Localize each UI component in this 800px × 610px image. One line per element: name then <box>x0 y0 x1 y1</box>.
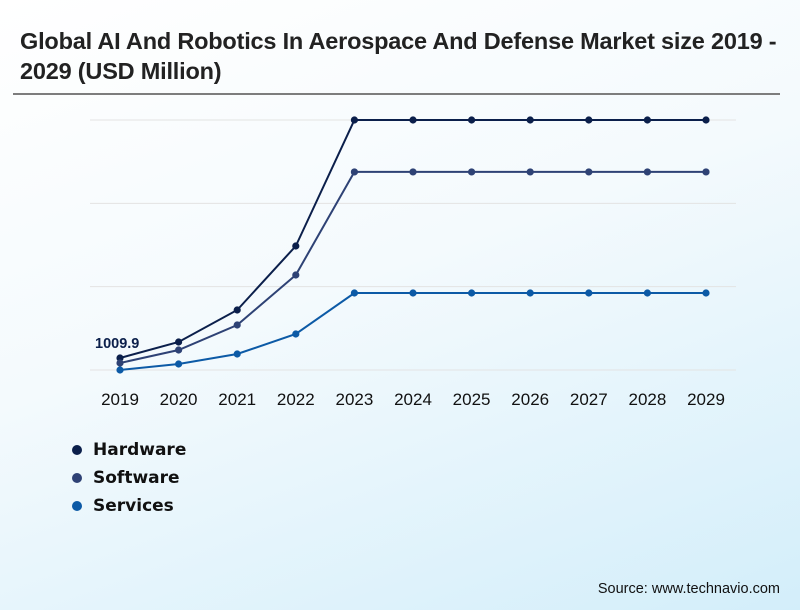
annotations: 1009.9 <box>95 336 139 352</box>
data-point-software <box>292 271 300 279</box>
data-point-hardware <box>350 116 358 124</box>
x-tick-label: 2025 <box>453 390 491 409</box>
legend-item-software[interactable]: Software <box>72 464 186 492</box>
data-point-services <box>350 289 358 297</box>
data-point-software <box>468 168 476 176</box>
data-point-services <box>233 350 241 358</box>
x-tick-label: 2029 <box>687 390 725 409</box>
data-point-hardware <box>292 242 300 250</box>
data-point-software <box>175 346 183 354</box>
series-line-software <box>119 170 706 364</box>
data-point-hardware <box>233 306 241 314</box>
series-line-hardware <box>119 119 706 359</box>
title-divider <box>13 93 780 95</box>
data-point-hardware <box>702 116 710 124</box>
chart-title: Global AI And Robotics In Aerospace And … <box>20 28 777 84</box>
x-tick-label: 2021 <box>218 390 256 409</box>
data-point-hardware <box>116 354 124 362</box>
data-point-software <box>585 168 593 176</box>
data-point-software <box>116 359 124 367</box>
x-axis-ticks: 2019 2020 2021 2022 2023 2024 2025 2026 2027 2028… <box>101 390 725 409</box>
legend-item-hardware[interactable]: Hardware <box>72 436 186 464</box>
source-note: Source: www.technavio.com <box>597 581 780 597</box>
legend-label: Software <box>93 468 180 488</box>
x-tick-label: 2028 <box>628 390 666 409</box>
legend-label: Hardware <box>93 440 187 460</box>
x-tick-label: 2027 <box>570 390 608 409</box>
data-point-software <box>233 321 241 329</box>
data-point-software <box>643 168 652 176</box>
series-line-services <box>119 292 706 371</box>
x-tick-label: 2024 <box>394 390 432 409</box>
x-tick-label: 2020 <box>160 390 198 409</box>
data-point-hardware <box>409 116 417 124</box>
data-point-hardware <box>175 338 183 346</box>
data-point-software <box>350 168 358 176</box>
legend: Hardware Software Services <box>72 436 186 520</box>
series-points <box>116 116 710 374</box>
data-point-services <box>116 366 124 374</box>
data-label: 1009.9 <box>95 336 139 352</box>
data-point-services <box>409 289 417 297</box>
data-point-software <box>702 168 710 176</box>
data-point-hardware <box>643 116 652 124</box>
x-tick-label: 2019 <box>101 390 139 409</box>
data-point-services <box>526 289 534 297</box>
x-tick-label: 2023 <box>335 390 373 409</box>
x-tick-label: 2022 <box>277 390 315 409</box>
data-point-software <box>409 168 417 176</box>
data-point-hardware <box>468 116 476 124</box>
gridlines <box>90 119 736 371</box>
data-point-software <box>526 168 534 176</box>
x-tick-label: 2026 <box>511 390 549 409</box>
legend-item-services[interactable]: Services <box>72 492 186 520</box>
legend-marker-services <box>72 501 82 511</box>
legend-marker-hardware <box>72 445 82 455</box>
series-lines <box>119 119 706 371</box>
data-point-services <box>468 289 476 297</box>
data-point-services <box>585 289 593 297</box>
legend-label: Services <box>93 496 174 516</box>
legend-marker-software <box>72 473 82 483</box>
data-point-services <box>643 289 652 297</box>
data-point-services <box>702 289 710 297</box>
data-point-hardware <box>585 116 593 124</box>
data-point-services <box>175 360 183 368</box>
data-point-hardware <box>526 116 534 124</box>
data-point-services <box>292 330 300 338</box>
